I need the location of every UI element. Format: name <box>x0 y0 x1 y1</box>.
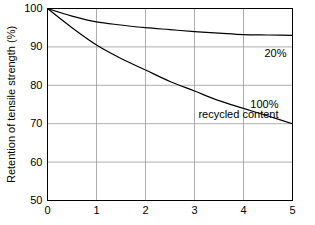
svg-text:3: 3 <box>191 204 197 216</box>
svg-text:100: 100 <box>24 2 42 14</box>
svg-text:2: 2 <box>142 204 148 216</box>
svg-text:Retention of tensile strength: Retention of tensile strength (%) <box>5 26 17 183</box>
svg-text:0: 0 <box>44 204 50 216</box>
svg-text:1: 1 <box>93 204 99 216</box>
svg-text:70: 70 <box>30 117 42 129</box>
svg-text:50: 50 <box>30 194 42 206</box>
svg-text:20%: 20% <box>264 47 286 59</box>
svg-text:5: 5 <box>289 204 295 216</box>
svg-text:90: 90 <box>30 40 42 52</box>
svg-text:80: 80 <box>30 79 42 91</box>
svg-text:60: 60 <box>30 156 42 168</box>
svg-text:4: 4 <box>240 204 246 216</box>
svg-text:100%recycled content: 100%recycled content <box>198 98 278 120</box>
